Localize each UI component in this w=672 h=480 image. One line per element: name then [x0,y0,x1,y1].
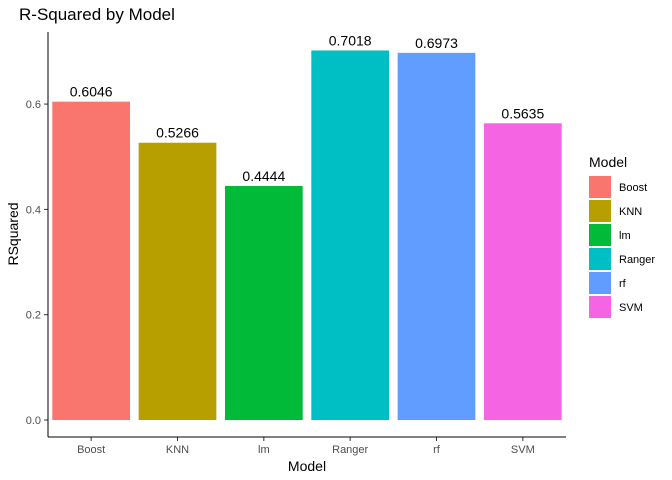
x-tick-label: rf [433,444,441,456]
legend-label: KNN [619,206,642,218]
legend-swatch [589,176,611,198]
y-tick-label: 0.0 [26,415,41,427]
data-label: 0.6046 [70,84,113,100]
y-tick-label: 0.2 [26,310,41,322]
data-label: 0.5635 [501,105,544,121]
bar-boost [52,101,131,421]
y-axis-title: RSquared [5,202,21,265]
legend-swatch [589,200,611,222]
data-label: 0.7018 [329,32,372,48]
legend-title: Model [589,154,627,170]
y-tick-label: 0.4 [26,204,41,216]
x-tick-label: Ranger [332,444,368,456]
x-tick-label: SVM [511,444,535,456]
bar-lm [224,186,303,420]
legend-label: rf [619,278,627,290]
legend-label: Ranger [619,254,655,266]
data-label: 0.5266 [156,125,199,141]
x-tick-label: Boost [77,444,105,456]
bar-knn [138,142,217,420]
plot-area: 0.0 0.2 0.4 0.6 0.6046 Boost 0.5266 KNN 0.4444 lm… [26,32,562,456]
bar-ranger [311,50,390,421]
x-tick-label: lm [258,444,270,456]
legend-swatch [589,248,611,270]
data-label: 0.6973 [415,35,458,51]
x-tick-label: KNN [166,444,189,456]
y-tick-label: 0.6 [26,99,41,111]
chart-title: R-Squared by Model [19,5,175,24]
legend-swatch [589,272,611,294]
legend-label: SVM [619,302,643,314]
bar-svm [483,123,562,420]
legend: Model Boost KNN lm Ranger rf SVM [589,154,655,318]
legend-label: lm [619,230,631,242]
legend-label: Boost [619,182,647,194]
legend-swatch [589,224,611,246]
data-label: 0.4444 [242,168,285,184]
bar-rf [397,52,476,421]
legend-swatch [589,296,611,318]
x-axis-title: Model [288,458,326,474]
